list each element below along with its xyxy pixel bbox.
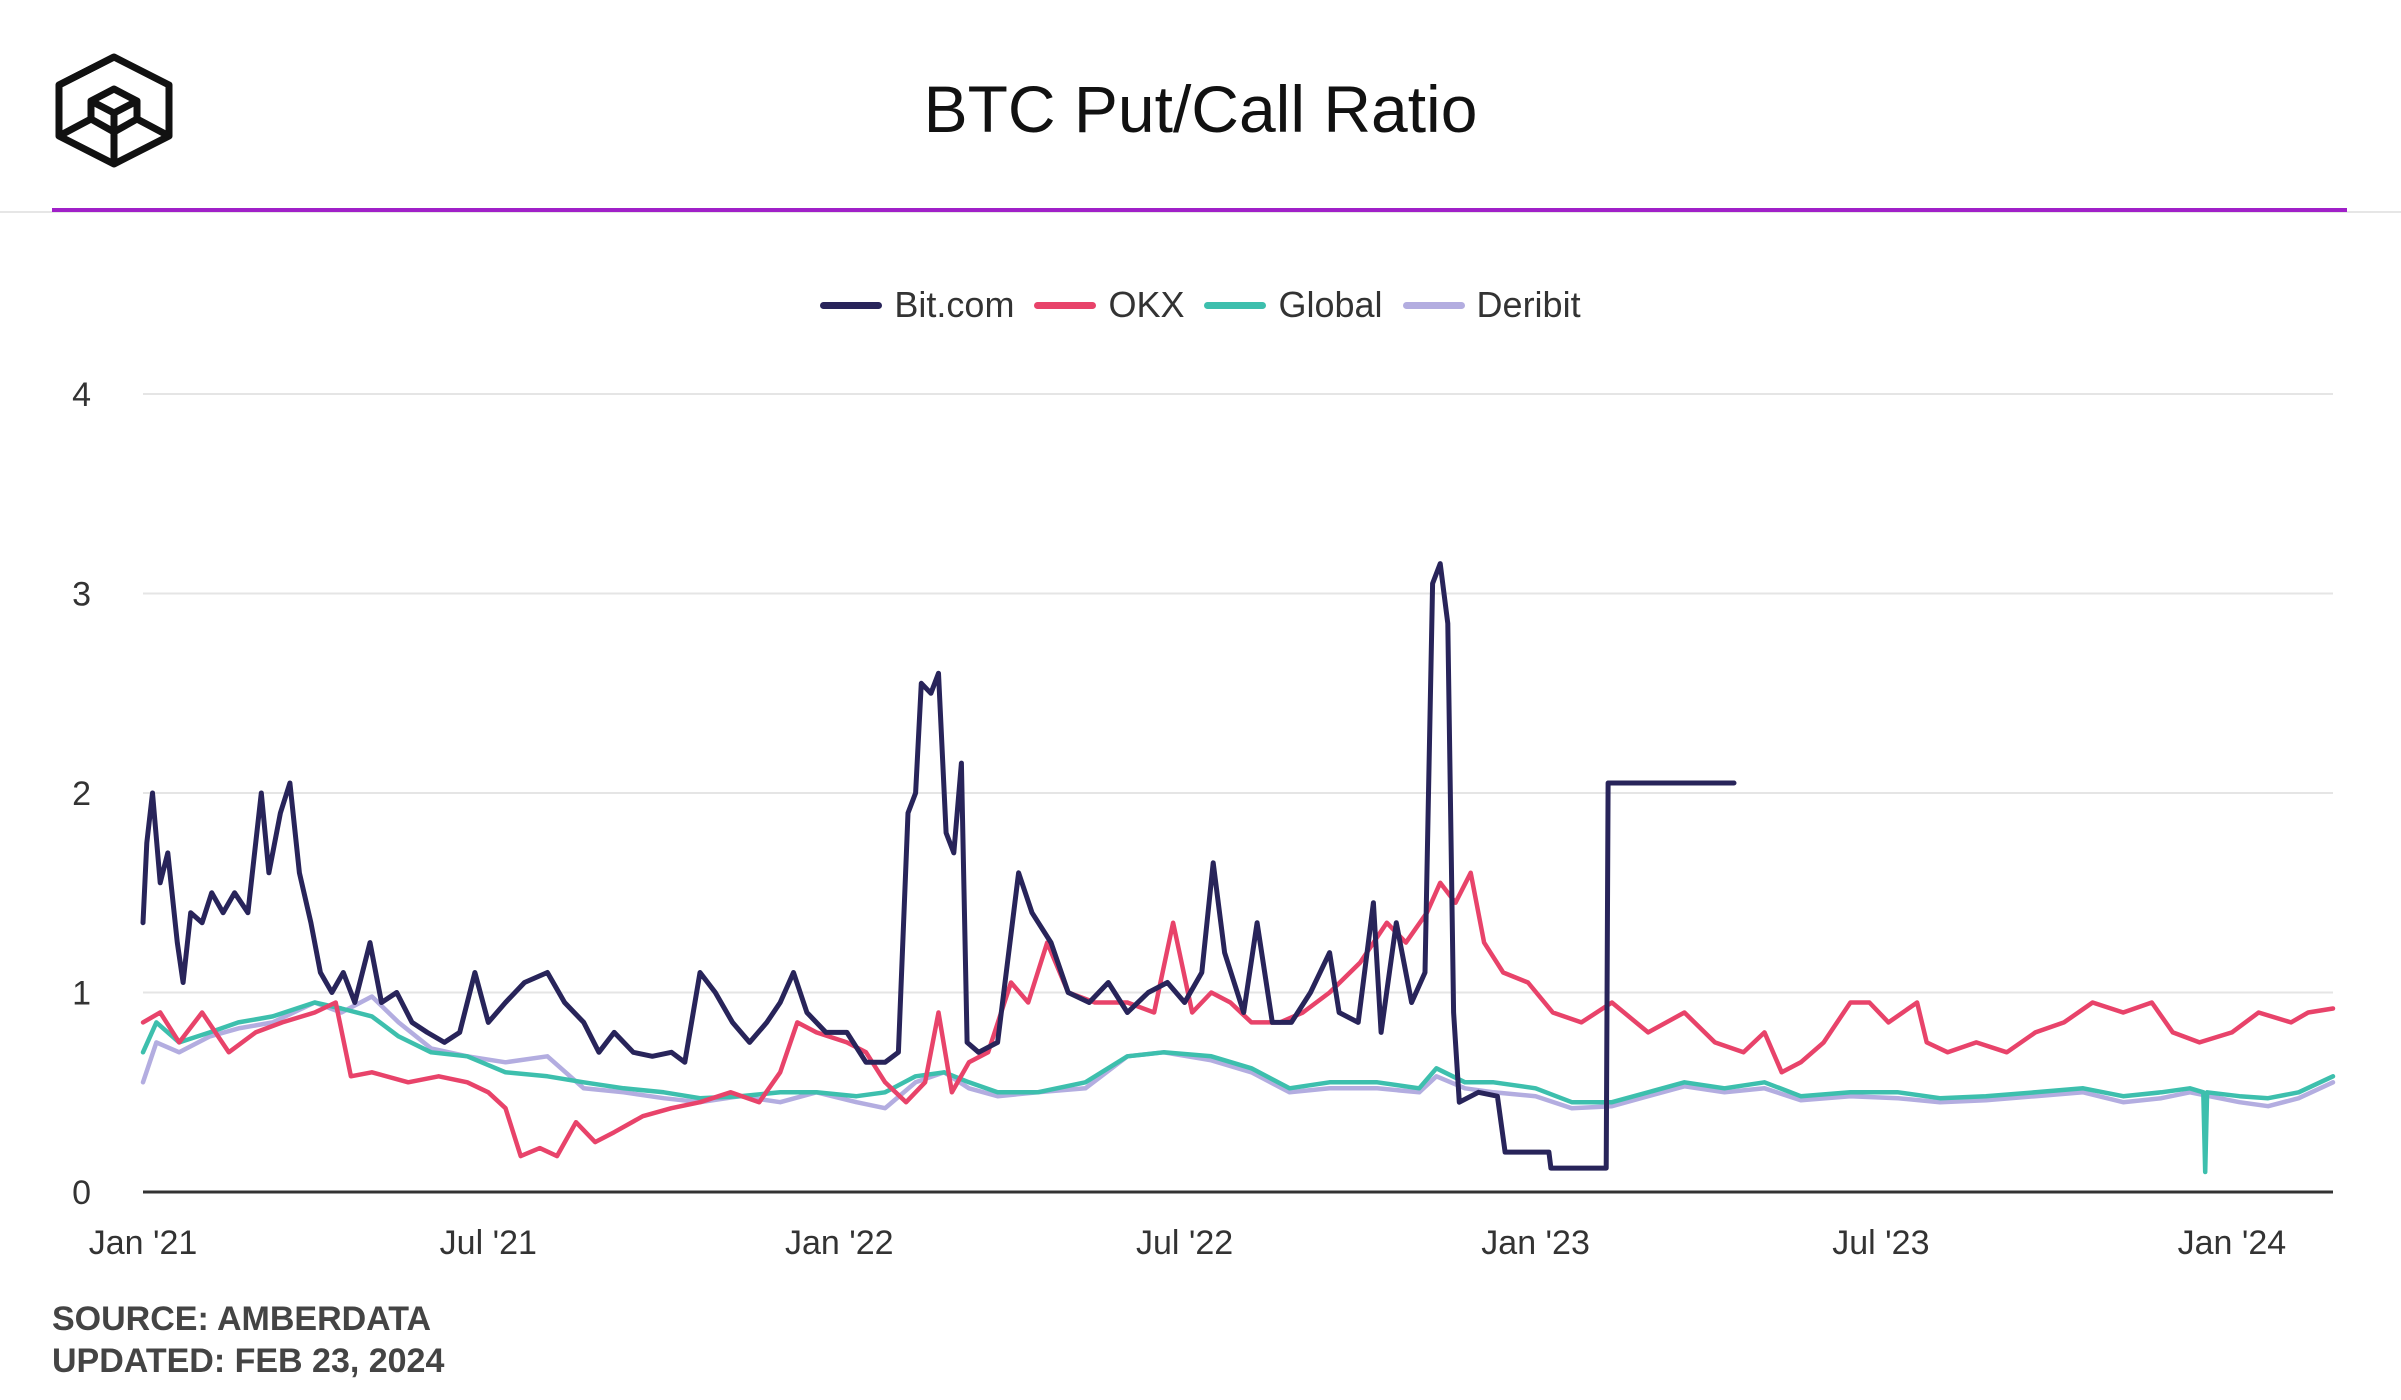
legend-item-bitcom[interactable]: Bit.com	[820, 284, 1014, 326]
x-tick-label: Jul '22	[1136, 1224, 1233, 1262]
x-tick-label: Jan '23	[1481, 1224, 1590, 1262]
series-line-global	[140, 1000, 2336, 1175]
x-tick-label: Jul '21	[440, 1224, 537, 1262]
chart-legend: Bit.com OKX Global Deribit	[0, 284, 2401, 326]
chart-header: BTC Put/Call Ratio	[0, 0, 2401, 213]
legend-label-okx: OKX	[1108, 284, 1185, 325]
legend-swatch-deribit	[1402, 301, 1465, 309]
x-tick-label: Jan '21	[89, 1224, 198, 1262]
x-tick-label: Jan '24	[2178, 1224, 2287, 1262]
legend-item-global[interactable]: Global	[1204, 284, 1383, 326]
series-line-bit-com	[140, 561, 1737, 1171]
updated-text: UPDATED: FEB 23, 2024	[52, 1342, 445, 1380]
legend-label-deribit: Deribit	[1476, 284, 1581, 325]
header-divider	[0, 211, 2401, 213]
legend-item-okx[interactable]: OKX	[1034, 284, 1184, 326]
y-tick-label: 2	[72, 775, 91, 813]
y-tick-label: 4	[72, 376, 91, 414]
legend-swatch-bitcom	[820, 301, 883, 309]
x-tick-label: Jan '22	[785, 1224, 894, 1262]
chart-title: BTC Put/Call Ratio	[923, 72, 1478, 146]
legend-item-deribit[interactable]: Deribit	[1402, 284, 1581, 326]
legend-label-global: Global	[1278, 284, 1383, 325]
block-logo-icon	[55, 53, 173, 168]
series-line-okx	[140, 870, 2336, 1159]
legend-label-bitcom: Bit.com	[894, 284, 1015, 325]
x-axis-ticks: Jan '21 Jul '21 Jan '22 Jul '22 Jan '23 Jul '…	[89, 1224, 2286, 1262]
grid-lines	[143, 393, 2333, 994]
accent-divider	[52, 208, 2347, 212]
legend-swatch-okx	[1034, 301, 1097, 309]
source-text: SOURCE: AMBERDATA	[52, 1300, 432, 1338]
y-tick-label: 3	[72, 576, 91, 614]
y-axis-ticks: 0 1 2 3 4	[72, 376, 91, 1212]
series-lines	[140, 561, 2336, 1175]
y-tick-label: 0	[72, 1174, 91, 1212]
x-tick-label: Jul '23	[1832, 1224, 1929, 1262]
y-tick-label: 1	[72, 975, 91, 1013]
chart-footer: SOURCE: AMBERDATA UPDATED: FEB 23, 2024	[52, 1298, 444, 1382]
legend-swatch-global	[1204, 301, 1267, 309]
